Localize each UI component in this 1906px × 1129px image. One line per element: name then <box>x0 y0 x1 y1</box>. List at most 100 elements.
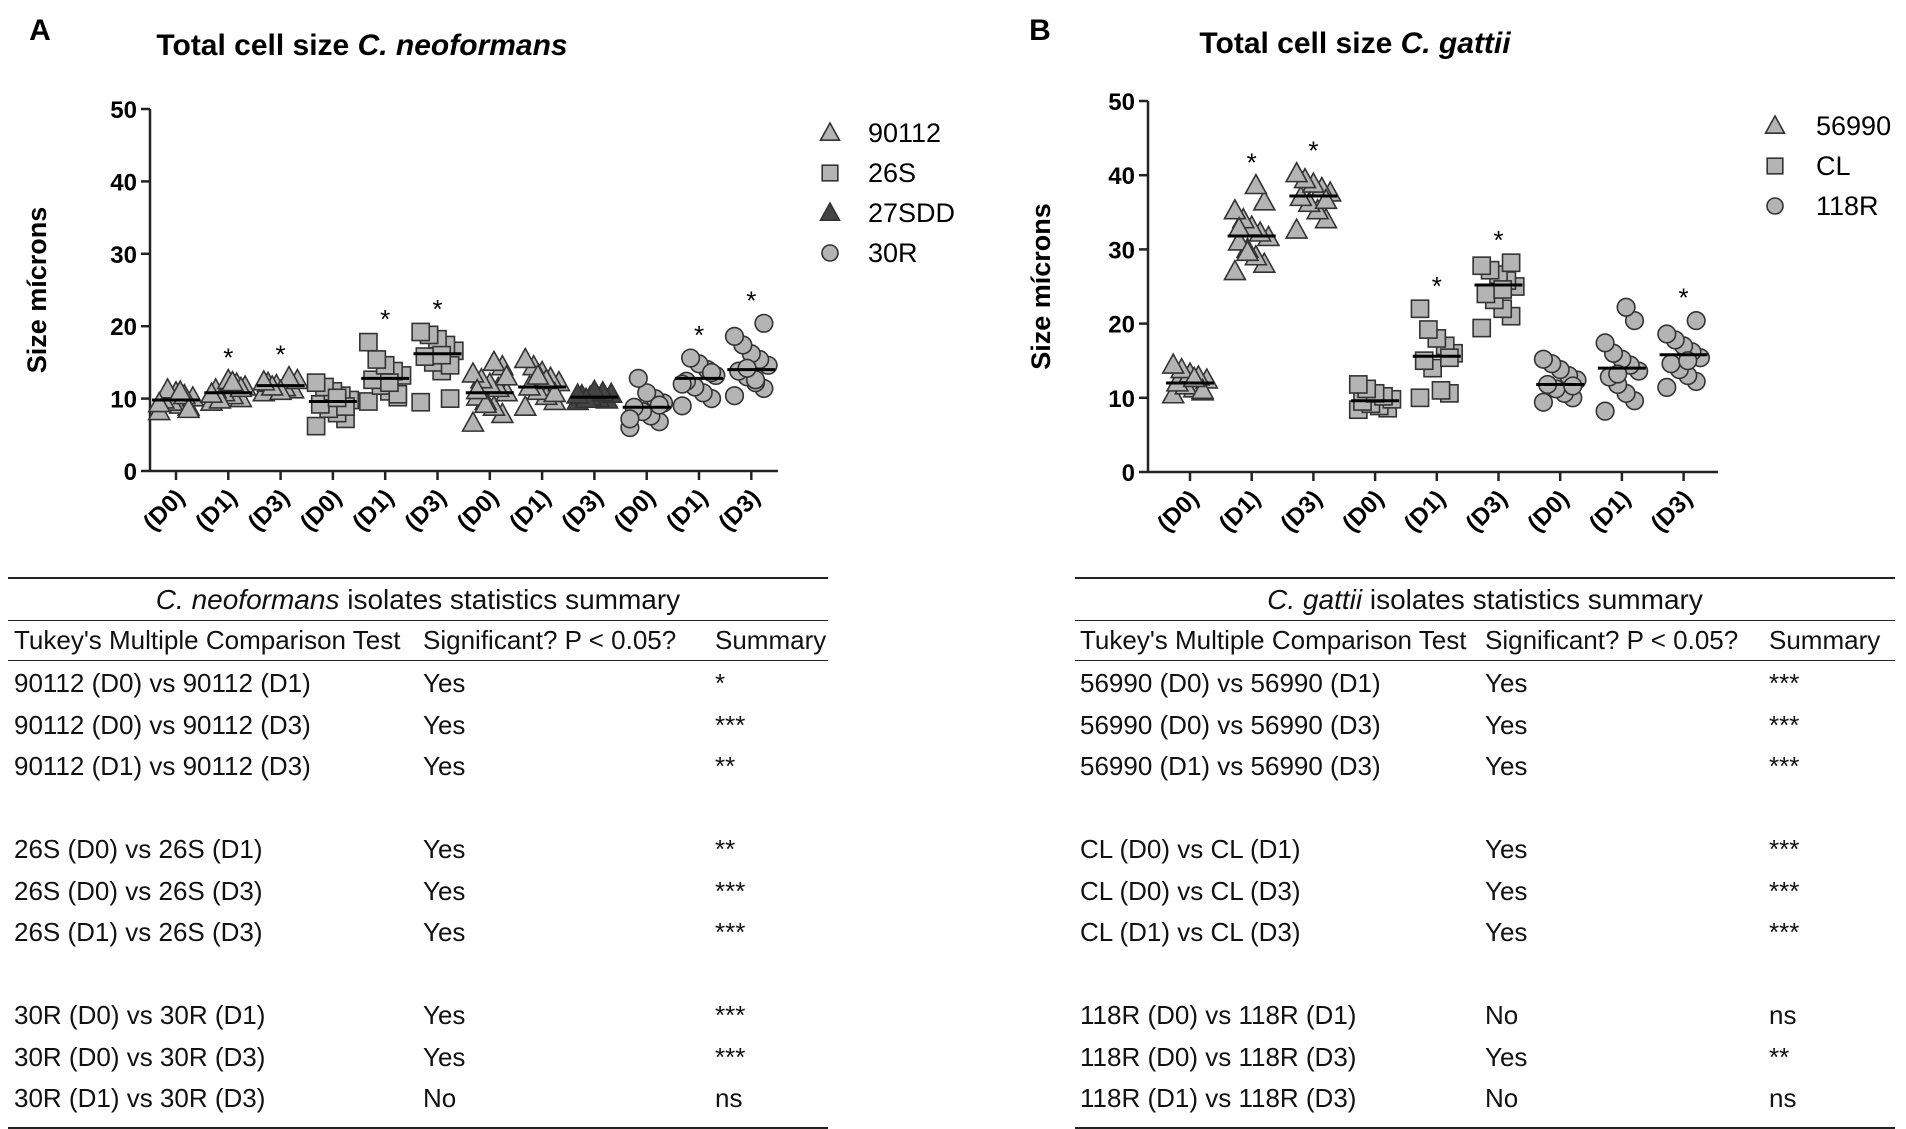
data-point <box>1533 349 1553 369</box>
x-tick-label: (D1) <box>1399 485 1451 537</box>
data-point <box>1608 364 1628 384</box>
data-point <box>620 409 640 429</box>
significance-star: * <box>1679 283 1689 313</box>
significance-star: * <box>1432 271 1442 301</box>
table-cell-test: 26S (D0) vs 26S (D3) <box>14 875 263 906</box>
table-cell-summary: *** <box>1769 875 1800 906</box>
data-point <box>306 373 326 393</box>
data-point <box>359 332 378 352</box>
data-point <box>1235 239 1260 262</box>
data-point <box>1431 380 1451 400</box>
data-point <box>482 349 506 372</box>
table-header-cell: Summary <box>1769 625 1881 655</box>
data-point <box>526 363 550 385</box>
data-point <box>1595 401 1615 421</box>
chart-title-species: C. neoformans <box>358 29 568 62</box>
data-point <box>176 396 201 419</box>
data-point <box>367 350 387 369</box>
y-tick-label: 40 <box>110 169 137 196</box>
series-CL-group: * <box>1472 225 1525 338</box>
legend-label: 26S <box>868 158 916 188</box>
x-tick-label: (D1) <box>1584 485 1636 537</box>
series-CL-group <box>1348 375 1402 420</box>
series-CL-group: * <box>1410 271 1463 408</box>
series-27SDD-group <box>461 349 519 432</box>
table-cell-summary: ns <box>1769 1000 1797 1030</box>
series-56990-group: * <box>1223 148 1281 281</box>
series-118R-group <box>1533 349 1587 412</box>
significance-star: * <box>746 285 756 315</box>
table-cell-summary: *** <box>1769 834 1800 864</box>
data-point <box>542 380 567 403</box>
y-tick-label: 30 <box>1108 237 1135 264</box>
table-cell-test: 118R (D0) vs 118R (D1) <box>1080 1000 1357 1030</box>
table-header-top-rule <box>1075 620 1895 621</box>
x-tick-label: (D0) <box>1152 485 1204 537</box>
data-point <box>1501 253 1521 273</box>
table-header-cell: Significant? P < 0.05? <box>423 625 677 655</box>
data-point <box>327 388 347 408</box>
table-cell-summary: *** <box>715 917 746 947</box>
significance-star: * <box>276 340 286 370</box>
table-cell-significant: Yes <box>1485 834 1528 864</box>
table-cell-test: 90112 (D1) vs 90112 (D3) <box>14 751 311 781</box>
data-point <box>1161 352 1186 374</box>
table-header-bottom-rule <box>1075 660 1895 661</box>
data-point <box>1472 256 1492 276</box>
table-cell-significant: Yes <box>1485 751 1528 781</box>
y-tick-label: 20 <box>110 314 137 341</box>
data-point <box>1284 161 1309 183</box>
data-point <box>220 370 245 392</box>
legend-marker <box>819 201 841 221</box>
series-26S-group: * <box>411 294 464 412</box>
x-tick-label: (D0) <box>1337 485 1389 537</box>
y-tick-label: 40 <box>1108 163 1135 190</box>
legend-label: 56990 <box>1816 111 1891 141</box>
series-118R-group: * <box>1657 283 1710 398</box>
table-cell-significant: Yes <box>1485 709 1528 740</box>
table-cell-significant: Yes <box>1485 917 1528 947</box>
table-cell-test: 90112 (D0) vs 90112 (D3) <box>14 709 311 740</box>
table-cell-significant: Yes <box>423 751 466 781</box>
y-axis-label: Size mícrons <box>1026 203 1056 370</box>
data-point <box>1595 333 1615 353</box>
table-cell-significant: Yes <box>423 875 466 906</box>
table-cell-summary: *** <box>715 1000 746 1030</box>
data-point <box>517 374 542 396</box>
x-tick-label: (D0) <box>138 484 190 536</box>
data-point <box>1616 297 1636 317</box>
series-27SDD-group <box>565 378 624 411</box>
chart-title: Total cell size C. gattii <box>1199 27 1511 60</box>
series-27SDD-group <box>513 346 571 417</box>
legend-marker <box>1764 114 1786 134</box>
data-point <box>1244 172 1268 195</box>
x-tick-label: (D0) <box>295 484 347 536</box>
data-point <box>513 346 538 369</box>
table-cell-summary: *** <box>715 709 746 740</box>
x-tick-label: (D1) <box>504 484 556 536</box>
series-118R-group <box>1595 297 1649 421</box>
table-cell-test: 30R (D1) vs 30R (D3) <box>14 1083 266 1113</box>
data-point <box>1419 320 1438 339</box>
data-point <box>1472 318 1492 338</box>
significance-star: * <box>1247 148 1257 178</box>
y-tick-label: 50 <box>1108 89 1135 116</box>
y-tick-label: 0 <box>124 459 137 486</box>
legend-marker <box>821 164 839 182</box>
table-caption: C. gattii isolates statistics summary <box>1075 583 1895 617</box>
series-90112-group: * <box>251 340 310 402</box>
data-point <box>724 326 745 346</box>
data-point <box>1410 388 1430 408</box>
table-cell-summary: *** <box>1769 709 1800 740</box>
significance-star: * <box>1308 136 1318 166</box>
x-tick-label: (D0) <box>1522 485 1574 537</box>
significance-star: * <box>694 320 704 350</box>
legend-label: 27SDD <box>868 198 955 228</box>
panel-label: A <box>29 14 51 47</box>
data-point <box>306 416 326 436</box>
data-point <box>1410 299 1430 319</box>
table-cell-test: 118R (D1) vs 118R (D3) <box>1080 1083 1357 1113</box>
series-26S-group <box>306 373 360 436</box>
data-point <box>513 394 538 417</box>
